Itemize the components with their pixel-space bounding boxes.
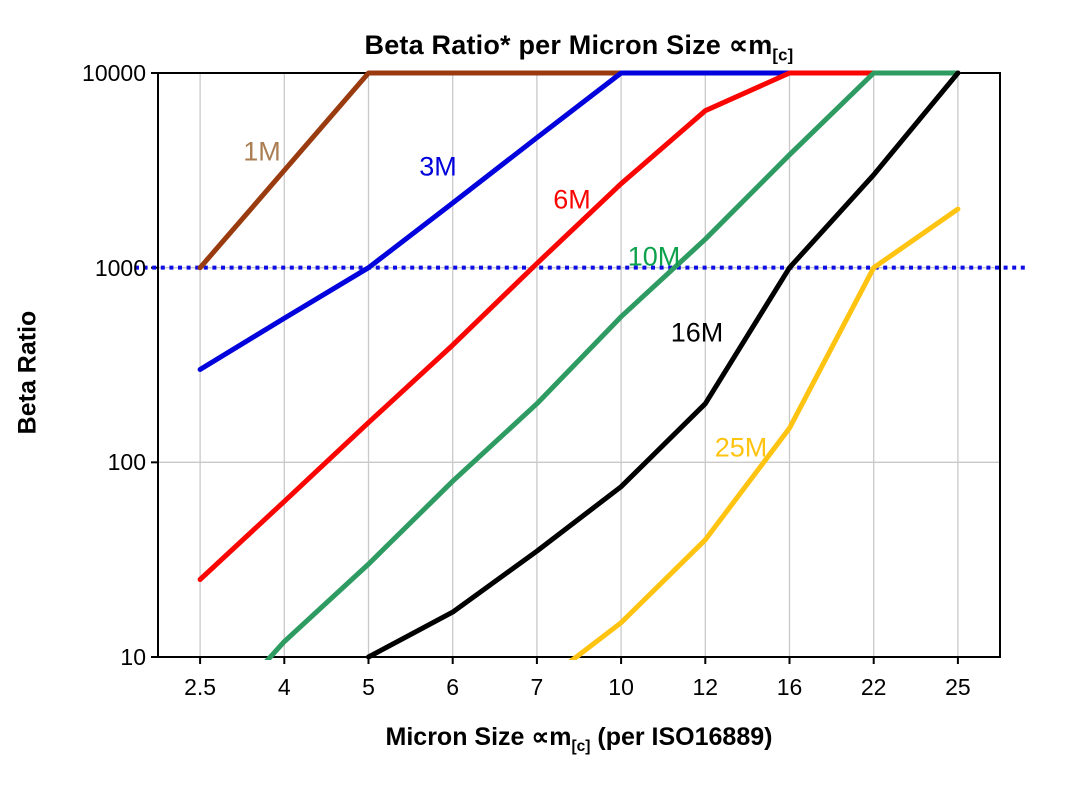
x-tick-label-10: 10 — [608, 674, 634, 700]
x-tick-label-4: 4 — [277, 674, 291, 700]
x-tick-label-22: 22 — [860, 674, 887, 700]
series-line-6M — [197, 70, 961, 582]
series-label-25M: 25M — [714, 432, 768, 463]
chart-title-text: Beta Ratio* per Micron Size — [364, 30, 729, 60]
y-tick-label-10: 10 — [120, 644, 146, 670]
y-axis-title: Beta Ratio — [13, 310, 42, 435]
proportional-symbol: ∝m — [531, 723, 572, 751]
x-tick-label-2.5: 2.5 — [184, 674, 217, 700]
series-label-3M: 3M — [419, 151, 457, 182]
x-tick-label-25: 25 — [945, 674, 971, 700]
x-axis-title-subscript: [c] — [571, 738, 591, 755]
y-tick-label-1000: 1000 — [94, 254, 146, 281]
series-group — [197, 70, 961, 660]
chart-title: Beta Ratio* per Micron Size ∝m[c] — [158, 30, 1000, 65]
series-line-10M — [264, 70, 961, 660]
x-tick-label-12: 12 — [692, 674, 719, 700]
series-label-6M: 6M — [553, 184, 591, 215]
x-tick-label-7: 7 — [530, 674, 544, 700]
series-label-1M: 1M — [243, 136, 281, 167]
series-label-16M: 16M — [670, 317, 724, 348]
x-tick-label-16: 16 — [776, 674, 803, 700]
y-tick-label-10000: 10000 — [82, 60, 146, 86]
x-tick-label-6: 6 — [446, 674, 460, 700]
x-tick-label-5: 5 — [362, 674, 375, 700]
series-line-16M — [366, 70, 961, 660]
x-axis-title-text: Micron Size — [385, 723, 532, 751]
x-axis-title-suffix: (per ISO16889) — [590, 723, 773, 751]
series-line-25M — [568, 206, 961, 660]
proportional-symbol: ∝m — [728, 30, 773, 60]
y-tick-label-100: 100 — [107, 449, 146, 476]
x-axis-title: Micron Size ∝m[c] (per ISO16889) — [158, 722, 1000, 756]
series-label-10M: 10M — [627, 241, 681, 272]
chart-title-subscript: [c] — [772, 45, 794, 65]
